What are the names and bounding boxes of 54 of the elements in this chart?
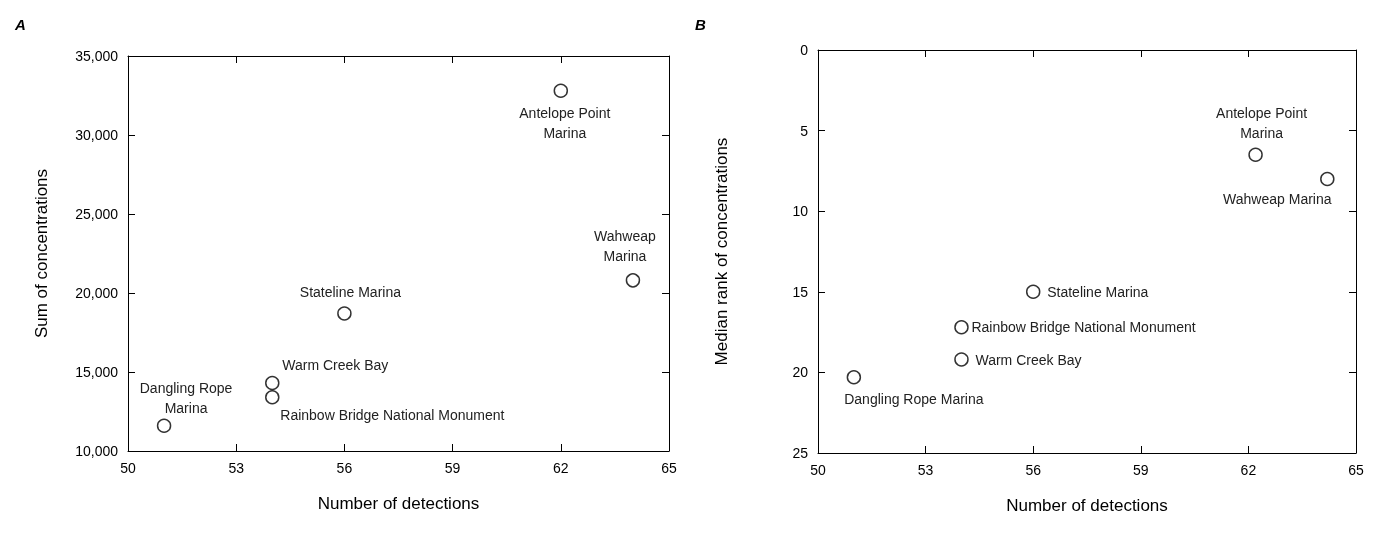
x-tick-label: 65 <box>1348 462 1364 478</box>
annotation: Rainbow Bridge National Monument <box>280 407 505 424</box>
chart-title: A <box>14 16 26 33</box>
y-tick-label: 5 <box>800 122 809 139</box>
annotation: Warm Creek Bay <box>975 351 1082 368</box>
x-tick-label: 59 <box>444 460 461 476</box>
x-axis-title: Number of detections <box>317 494 480 513</box>
annotation: Stateline Marina <box>1047 283 1149 300</box>
x-tick-label: 53 <box>228 460 245 476</box>
point <box>1248 147 1263 163</box>
annotation: Wahweap Marina <box>594 228 657 265</box>
y-tick-label: 0 <box>800 42 809 58</box>
point <box>553 83 569 99</box>
y-tick-label: 15 <box>792 283 809 300</box>
annotation: Wahweap Marina <box>1223 190 1332 207</box>
annotation: Dangling Rope Marina <box>844 391 984 408</box>
point <box>337 306 352 321</box>
x-tick-label: 59 <box>1133 462 1149 478</box>
point <box>265 390 280 405</box>
x-tick-label: 50 <box>810 462 826 478</box>
y-tick-label: 20 <box>792 364 809 381</box>
y-axis-title: Median rank of concentrations <box>712 137 731 366</box>
annotation: Warm Creek Bay <box>282 357 389 374</box>
y-tick-label: 15,000 <box>75 364 119 380</box>
y-axis-title: Sum of concentrations <box>32 168 51 339</box>
x-axis-title: Number of detections <box>1006 496 1168 515</box>
point <box>1320 171 1335 187</box>
annotation: Dangling Rope Marina <box>139 379 233 416</box>
x-tick-label: 65 <box>661 460 677 476</box>
y-tick-label: 20,000 <box>75 285 119 301</box>
annotation: Rainbow Bridge National Monument <box>971 319 1196 336</box>
point <box>1025 284 1041 300</box>
point <box>156 418 172 433</box>
y-tick-label: 30,000 <box>75 127 119 143</box>
x-tick-label: 56 <box>336 460 353 476</box>
x-tick-label: 56 <box>1025 462 1042 478</box>
y-tick-label: 10 <box>792 203 809 220</box>
point <box>265 375 280 391</box>
point <box>846 369 862 385</box>
y-tick-label: 25,000 <box>75 206 119 222</box>
point <box>954 352 969 367</box>
point <box>954 320 969 335</box>
x-tick-label: 53 <box>917 462 934 478</box>
annotation: Stateline Marina <box>299 283 402 300</box>
x-tick-label: 62 <box>1240 462 1257 478</box>
y-tick-label: 10,000 <box>75 443 119 459</box>
x-tick-label: 62 <box>553 460 569 476</box>
y-tick-label: 25 <box>792 445 809 461</box>
y-tick-label: 35,000 <box>75 48 119 64</box>
point <box>625 273 641 288</box>
annotation: Antelope Point Marina <box>519 104 611 141</box>
x-tick-label: 50 <box>120 460 136 476</box>
annotation: Antelope Point Marina <box>1216 104 1308 141</box>
chart-title: B <box>695 16 706 33</box>
